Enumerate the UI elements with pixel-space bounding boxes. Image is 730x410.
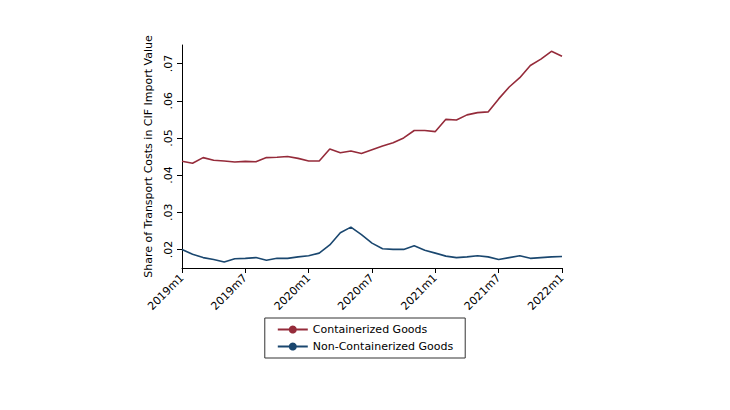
svg-text:.06: .06 <box>162 92 175 110</box>
svg-text:Containerized Goods: Containerized Goods <box>313 323 428 336</box>
svg-text:.03: .03 <box>162 204 175 222</box>
svg-text:2021m7: 2021m7 <box>462 271 503 312</box>
svg-text:2021m1: 2021m1 <box>398 271 439 312</box>
svg-text:2022m1: 2022m1 <box>525 271 566 312</box>
svg-text:2020m1: 2020m1 <box>272 271 313 312</box>
svg-text:.05: .05 <box>162 129 175 147</box>
svg-text:2020m7: 2020m7 <box>335 271 376 312</box>
svg-text:Non-Containerized Goods: Non-Containerized Goods <box>313 340 454 353</box>
svg-text:2019m7: 2019m7 <box>208 271 249 312</box>
svg-text:.04: .04 <box>162 166 175 184</box>
svg-text:Share of Transport Costs in CI: Share of Transport Costs in CIF Import V… <box>142 35 155 278</box>
svg-text:.02: .02 <box>162 241 175 258</box>
svg-text:2019m1: 2019m1 <box>145 271 186 312</box>
svg-text:.07: .07 <box>162 55 175 72</box>
